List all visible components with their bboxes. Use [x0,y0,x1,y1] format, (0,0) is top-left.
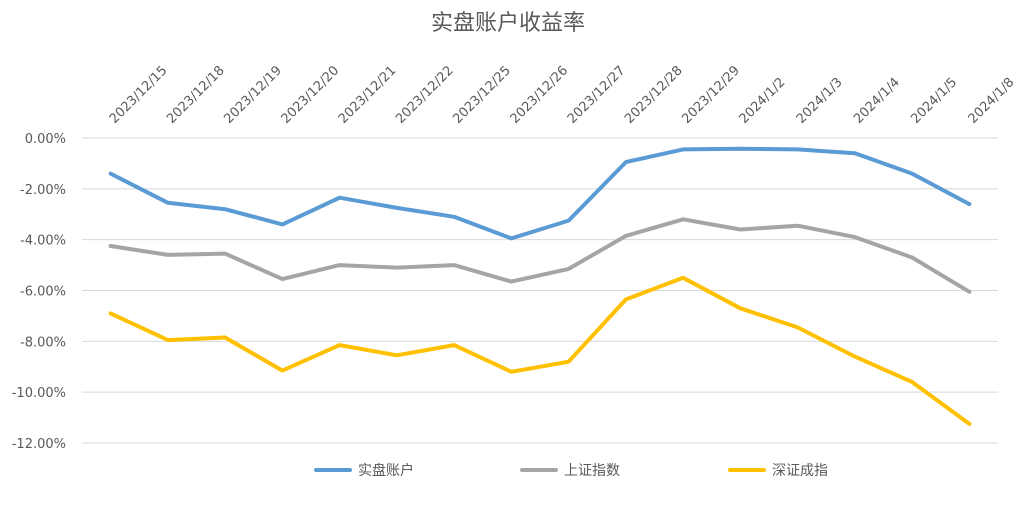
x-tick-label: 2023/12/21 [336,63,400,127]
series-line-1 [108,217,972,294]
series-line-0 [108,146,972,241]
legend-label: 深证成指 [772,463,828,479]
x-tick-label: 2023/12/26 [508,63,572,127]
x-tick-label: 2023/12/22 [393,63,457,127]
legend-label: 实盘账户 [358,462,414,479]
series-lines [108,146,972,426]
x-tick-label: 2024/1/5 [908,75,960,127]
series-line-2 [108,275,972,426]
x-tick-label: 2023/12/25 [450,63,514,127]
y-axis-ticks: 0.00% -2.00% -4.00% -6.00% -8.00% -10.00% -12.… [12,132,66,452]
x-tick-label: 2023/12/19 [221,63,285,127]
y-tick-label: -6.00% [20,285,66,300]
x-tick-label: 2023/12/27 [565,63,629,127]
y-tick-label: -10.00% [12,386,66,401]
x-tick-label: 2024/1/4 [851,75,903,127]
x-axis-ticks: 2023/12/152023/12/182023/12/192023/12/20… [107,63,1018,127]
x-tick-label: 2023/12/15 [107,63,171,127]
x-tick-label: 2024/1/8 [966,75,1018,127]
y-tick-label: -12.00% [12,437,66,452]
y-tick-label: -8.00% [20,335,66,350]
y-tick-label: 0.00% [25,132,66,147]
y-tick-label: -2.00% [20,183,66,198]
x-tick-label: 2023/12/18 [164,63,228,127]
y-tick-label: -4.00% [20,234,66,249]
legend-label: 上证指数 [564,463,620,479]
x-tick-label: 2024/1/3 [794,75,846,127]
x-tick-label: 2023/12/29 [679,63,743,127]
x-tick-label: 2023/12/20 [279,63,343,127]
legend: 实盘账户 上证指数 深证成指 [314,462,828,479]
chart-title: 实盘账户收益率 [431,11,585,36]
gridlines [82,137,998,444]
x-tick-label: 2024/1/2 [737,75,789,127]
x-tick-label: 2023/12/28 [622,63,686,127]
